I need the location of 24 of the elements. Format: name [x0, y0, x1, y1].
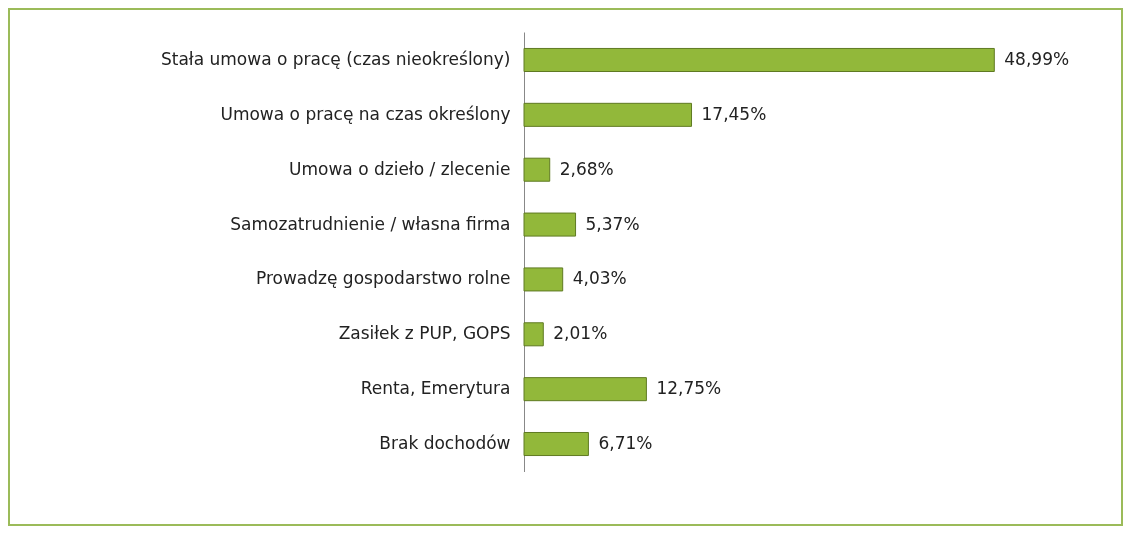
- y-tick-label: Brak dochodów: [379, 433, 511, 454]
- y-tick-label: Samozatrudnienie / własna firma: [230, 213, 511, 234]
- data-label: 5,37%: [585, 213, 640, 234]
- data-label: 12,75%: [656, 378, 722, 399]
- y-tick-label: Umowa o pracę na czas określony: [220, 103, 511, 124]
- data-label: 48,99%: [1004, 48, 1070, 69]
- data-label: 17,45%: [701, 103, 767, 124]
- bar: [523, 322, 544, 347]
- y-tick-label: Umowa o dzieło / zlecenie: [289, 158, 511, 179]
- bar: [523, 102, 693, 127]
- y-tick-label: Stała umowa o pracę (czas nieokreślony): [160, 48, 511, 69]
- bar: [523, 377, 647, 402]
- bar: [523, 47, 995, 72]
- bar: [523, 432, 589, 457]
- data-label: 4,03%: [572, 268, 627, 289]
- y-tick-label: Zasiłek z PUP, GOPS: [338, 323, 511, 344]
- data-label: 6,71%: [598, 433, 653, 454]
- bar: [523, 212, 577, 237]
- y-tick-label: Renta, Emerytura: [360, 378, 511, 399]
- data-label: 2,68%: [559, 158, 614, 179]
- data-label: 2,01%: [553, 323, 608, 344]
- bar: [523, 157, 551, 182]
- y-tick-label: Prowadzę gospodarstwo rolne: [255, 268, 511, 289]
- bar: [523, 267, 564, 292]
